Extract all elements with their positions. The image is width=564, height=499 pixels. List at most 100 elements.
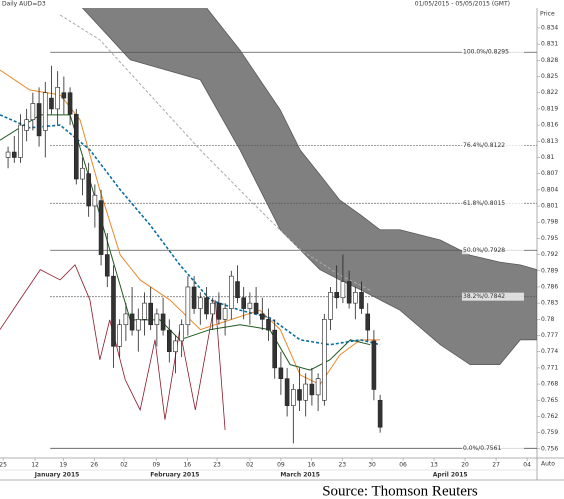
candle-body [98, 200, 104, 255]
candle-body [135, 319, 141, 331]
fib-label: 76.4%/0.8122 [463, 142, 505, 149]
y-tick-label: 0.816 [541, 122, 558, 129]
candle-body [371, 340, 377, 390]
cloud [81, 8, 537, 366]
candle-body [36, 103, 42, 137]
y-tick-label: 0.789 [541, 267, 558, 274]
month-label: January 2015 [34, 472, 80, 479]
candle-body [166, 329, 172, 353]
candle-body [185, 286, 191, 326]
y-tick-label: 0.828 [541, 57, 558, 64]
candle-body [359, 292, 364, 309]
y-tick-label: 0.765 [541, 397, 558, 404]
candle-body [173, 340, 178, 353]
x-tick-label: 23 [338, 462, 346, 469]
candle-body [235, 281, 240, 299]
candle-body [297, 389, 302, 401]
fib-label: 0.0%/0.7561 [463, 445, 501, 452]
candle-body [5, 151, 11, 158]
candle-body [191, 286, 197, 309]
candle-body [117, 324, 122, 347]
y-tick-label: 0.807 [541, 170, 558, 177]
fib-label: 61.8%/0.8015 [463, 200, 505, 207]
fib-label: 100.0%/0.8295 [463, 49, 509, 56]
y-tick-label: 0.78 [541, 316, 555, 323]
candle-body [228, 275, 234, 309]
x-tick-label: 23 [213, 462, 221, 469]
x-tick-label: 12 [31, 462, 39, 469]
date-range: 01/05/2015 - 05/05/2015 (GMT) [415, 1, 510, 8]
y-tick-label: 0.801 [541, 203, 558, 210]
y-tick-label: 0.777 [541, 332, 558, 339]
x-tick-label: 06 [399, 462, 407, 469]
candle-body [353, 292, 358, 304]
candle-body [61, 92, 67, 99]
x-tick-label: 30 [368, 462, 376, 469]
month-label: February 2015 [150, 472, 199, 479]
candle-body [284, 378, 290, 406]
y-tick-label: 0.792 [541, 251, 558, 258]
candle-body [377, 399, 383, 428]
fib-label-bg [462, 444, 524, 453]
x-tick-label: 20 [461, 462, 469, 469]
source: Source: Thomson Reuters [322, 483, 478, 499]
candle-body [24, 119, 29, 131]
x-tick-label: 04 [523, 462, 531, 469]
candle-body [204, 297, 209, 315]
candle-body [216, 302, 222, 320]
candle-body [340, 281, 346, 299]
y-tick-label: 0.795 [541, 235, 558, 242]
indicator-line [0, 114, 381, 346]
y-tick-label: 0.786 [541, 283, 558, 290]
candle-body [160, 313, 166, 331]
candle-body [80, 167, 85, 180]
candle-body [104, 254, 110, 277]
y-tick-label: 0.819 [541, 105, 558, 112]
candle-body [272, 329, 278, 369]
y-tick-label: 0.798 [541, 219, 558, 226]
candle-body [49, 97, 54, 110]
candle-body [210, 302, 215, 315]
candle-body [365, 313, 371, 331]
fib-label-bg [462, 141, 524, 150]
indicator-line [59, 14, 371, 291]
x-tick-label: 25 [0, 462, 7, 469]
candle-body [18, 124, 23, 158]
candle-body [328, 292, 333, 320]
fib-label: 38.2%/0.7842 [463, 293, 505, 300]
fib-label-bg [462, 246, 524, 255]
x-tick-label: 09 [277, 462, 285, 469]
x-tick-label: 16 [183, 462, 191, 469]
candle-body [129, 313, 135, 331]
y-tick-label: 0.762 [541, 413, 558, 420]
candle-body [30, 103, 36, 120]
candle-body [241, 297, 246, 309]
candle-body [148, 302, 153, 326]
candle-body [259, 313, 265, 320]
candle-body [315, 378, 321, 396]
x-tick-label: 09 [152, 462, 160, 469]
y-tick-label: 0.804 [541, 186, 558, 193]
candle-body [266, 319, 271, 331]
x-tick-label: 02 [120, 462, 128, 469]
y-tick-label: 0.783 [541, 300, 558, 307]
candle-body [309, 383, 315, 396]
x-tick-label: 26 [90, 462, 98, 469]
candle-body [92, 194, 98, 207]
fib-label: 50.0%/0.7928 [463, 247, 505, 254]
month-label: March 2015 [280, 472, 320, 479]
candle-body [303, 383, 309, 401]
y-tick-label: 0.774 [541, 348, 558, 355]
candle-body [247, 302, 253, 309]
candle-body [322, 319, 327, 401]
candle-body [86, 173, 91, 207]
candle-body [154, 313, 160, 326]
x-tick-label: 19 [59, 462, 67, 469]
x-tick-label: 13 [430, 462, 438, 469]
y-tick-label: 0.822 [541, 89, 558, 96]
indicator-line [0, 114, 371, 371]
y-tick-label: 0.771 [541, 364, 558, 371]
candle-body [334, 292, 340, 299]
candle-body [253, 302, 259, 315]
fib-label-bg [462, 292, 524, 301]
